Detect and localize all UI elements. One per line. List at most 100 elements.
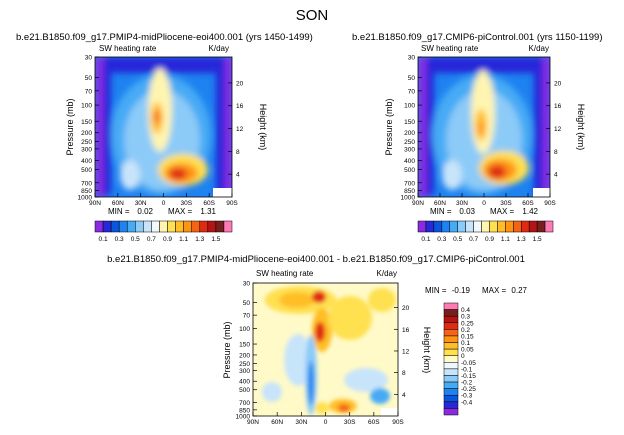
colorbar-swatch bbox=[151, 220, 160, 233]
x-tick-label: 90N bbox=[412, 200, 424, 207]
field-pole-right bbox=[542, 57, 550, 197]
colorbar-label: 0.7 bbox=[469, 236, 478, 243]
colorbar-swatch bbox=[443, 348, 459, 356]
colorbar-swatch bbox=[513, 220, 522, 233]
field-upper-max bbox=[312, 291, 326, 303]
y-tick-label: 500 bbox=[404, 167, 415, 174]
min-label: MIN = bbox=[425, 286, 447, 295]
y-tick-label: 500 bbox=[239, 387, 250, 394]
field-topography-mask bbox=[213, 188, 232, 197]
colorbar-swatch bbox=[199, 220, 209, 233]
colorbar-swatch bbox=[443, 362, 459, 370]
colorbar-swatch bbox=[215, 220, 225, 233]
height-tick-label: 4 bbox=[554, 172, 558, 179]
height-tick-label: 8 bbox=[402, 370, 406, 377]
colorbar-swatch bbox=[183, 220, 192, 233]
colorbar-swatch bbox=[443, 381, 459, 389]
heatmap-field bbox=[95, 57, 232, 197]
y-tick-label: 150 bbox=[239, 342, 250, 349]
colorbar-label: 0 bbox=[461, 353, 465, 360]
x-tick-label: 30N bbox=[456, 200, 468, 207]
y-tick-label: 300 bbox=[239, 368, 250, 375]
colorbar-label: 1.5 bbox=[533, 236, 542, 243]
colorbar-swatch bbox=[443, 329, 459, 337]
colorbar-label: -0.1 bbox=[461, 366, 473, 373]
panel-right-label: K/day bbox=[529, 44, 549, 53]
colorbar-label: 1.1 bbox=[179, 236, 188, 243]
field-pole-left bbox=[95, 57, 105, 197]
field-lower-right-cool bbox=[344, 368, 388, 392]
field-core-upper-max bbox=[154, 110, 160, 124]
y-tick-label: 700 bbox=[404, 180, 415, 187]
y-tick-label: 200 bbox=[404, 130, 415, 137]
colorbar-label: 0.05 bbox=[461, 347, 474, 354]
max-value: 1.31 bbox=[200, 207, 216, 216]
colorbar-swatch bbox=[191, 220, 201, 233]
y-tick-label: 250 bbox=[239, 361, 250, 368]
panel-pliocene: b.e21.B1850.f09_g17.PMIP4-midPliocene-eo… bbox=[16, 32, 313, 243]
colorbar-swatch bbox=[433, 220, 443, 233]
y-tick-label: 250 bbox=[404, 139, 415, 146]
colorbar-swatch bbox=[159, 220, 168, 233]
colorbar-label: 0.1 bbox=[461, 340, 470, 347]
field-pole-left bbox=[418, 57, 428, 197]
max-value: 0.27 bbox=[511, 286, 527, 295]
colorbar-swatch bbox=[102, 220, 112, 233]
min-value: -0.19 bbox=[452, 286, 471, 295]
y-tick-label: 70 bbox=[243, 313, 251, 320]
colorbar-label: -0.4 bbox=[461, 399, 473, 406]
panel-title: b.e21.B1850.f09_g17.CMIP6-piControl.001 … bbox=[352, 32, 603, 43]
colorbar: 0.1 0.3 0.5 0.7 0.9 1.1 1.3 1.5 bbox=[94, 220, 233, 243]
colorbar-swatch bbox=[110, 220, 120, 233]
max-label: MAX = bbox=[482, 286, 507, 295]
colorbar-swatch bbox=[443, 408, 459, 416]
height-tick-label: 16 bbox=[236, 103, 244, 110]
max-label: MAX = bbox=[168, 207, 193, 216]
panel-left-label: SW heating rate bbox=[99, 44, 157, 53]
y-tick-label: 30 bbox=[85, 55, 93, 62]
y-tick-label: 200 bbox=[239, 352, 250, 359]
heatmap-field bbox=[418, 57, 550, 197]
colorbar-label: 0.9 bbox=[485, 236, 494, 243]
y-tick-label: 50 bbox=[408, 75, 416, 82]
y-axis-label: Pressure (mb) bbox=[222, 321, 232, 378]
colorbar-swatch bbox=[505, 220, 514, 233]
y-tick-label: 700 bbox=[81, 180, 92, 187]
y-axis-right-label: Height (km) bbox=[576, 104, 586, 151]
height-tick-labels: 20 16 12 8 4 bbox=[228, 80, 244, 179]
colorbar-swatch bbox=[528, 220, 538, 233]
height-tick-label: 20 bbox=[554, 80, 562, 87]
colorbar-swatch bbox=[167, 220, 176, 233]
x-tick-label: 90S bbox=[544, 200, 556, 207]
x-tick-label: 60N bbox=[271, 419, 283, 426]
colorbar-swatch bbox=[443, 394, 459, 403]
colorbar-swatch bbox=[443, 388, 459, 396]
panel-title: b.e21.B1850.f09_g17.PMIP4-midPliocene-eo… bbox=[107, 254, 525, 265]
colorbar-swatch bbox=[143, 220, 152, 233]
field-left-cool bbox=[284, 334, 312, 386]
colorbar-swatch bbox=[443, 302, 459, 310]
field-lower-max bbox=[488, 165, 506, 179]
height-tick-label: 16 bbox=[554, 103, 562, 110]
field-right-deep bbox=[534, 60, 543, 195]
x-tick-label: 90S bbox=[392, 419, 404, 426]
height-tick-label: 12 bbox=[554, 126, 562, 133]
colorbar-label: 0.25 bbox=[461, 320, 474, 327]
y-tick-label: 100 bbox=[239, 326, 250, 333]
colorbar-swatch bbox=[207, 220, 217, 233]
colorbar-swatch bbox=[126, 220, 136, 233]
y-tick-label: 1000 bbox=[401, 195, 416, 202]
y-tick-label: 50 bbox=[243, 300, 251, 307]
y-tick-label: 850 bbox=[404, 188, 415, 195]
field-lower-max bbox=[169, 168, 187, 180]
colorbar-swatch bbox=[118, 220, 128, 233]
y-tick-label: 850 bbox=[239, 407, 250, 414]
field-right-deep bbox=[216, 60, 225, 195]
colorbar-swatch bbox=[417, 220, 427, 233]
field-left-deep bbox=[426, 60, 434, 195]
min-label: MIN = bbox=[430, 207, 452, 216]
field-bottom-max bbox=[338, 404, 350, 412]
colorbar-swatch bbox=[443, 342, 459, 350]
